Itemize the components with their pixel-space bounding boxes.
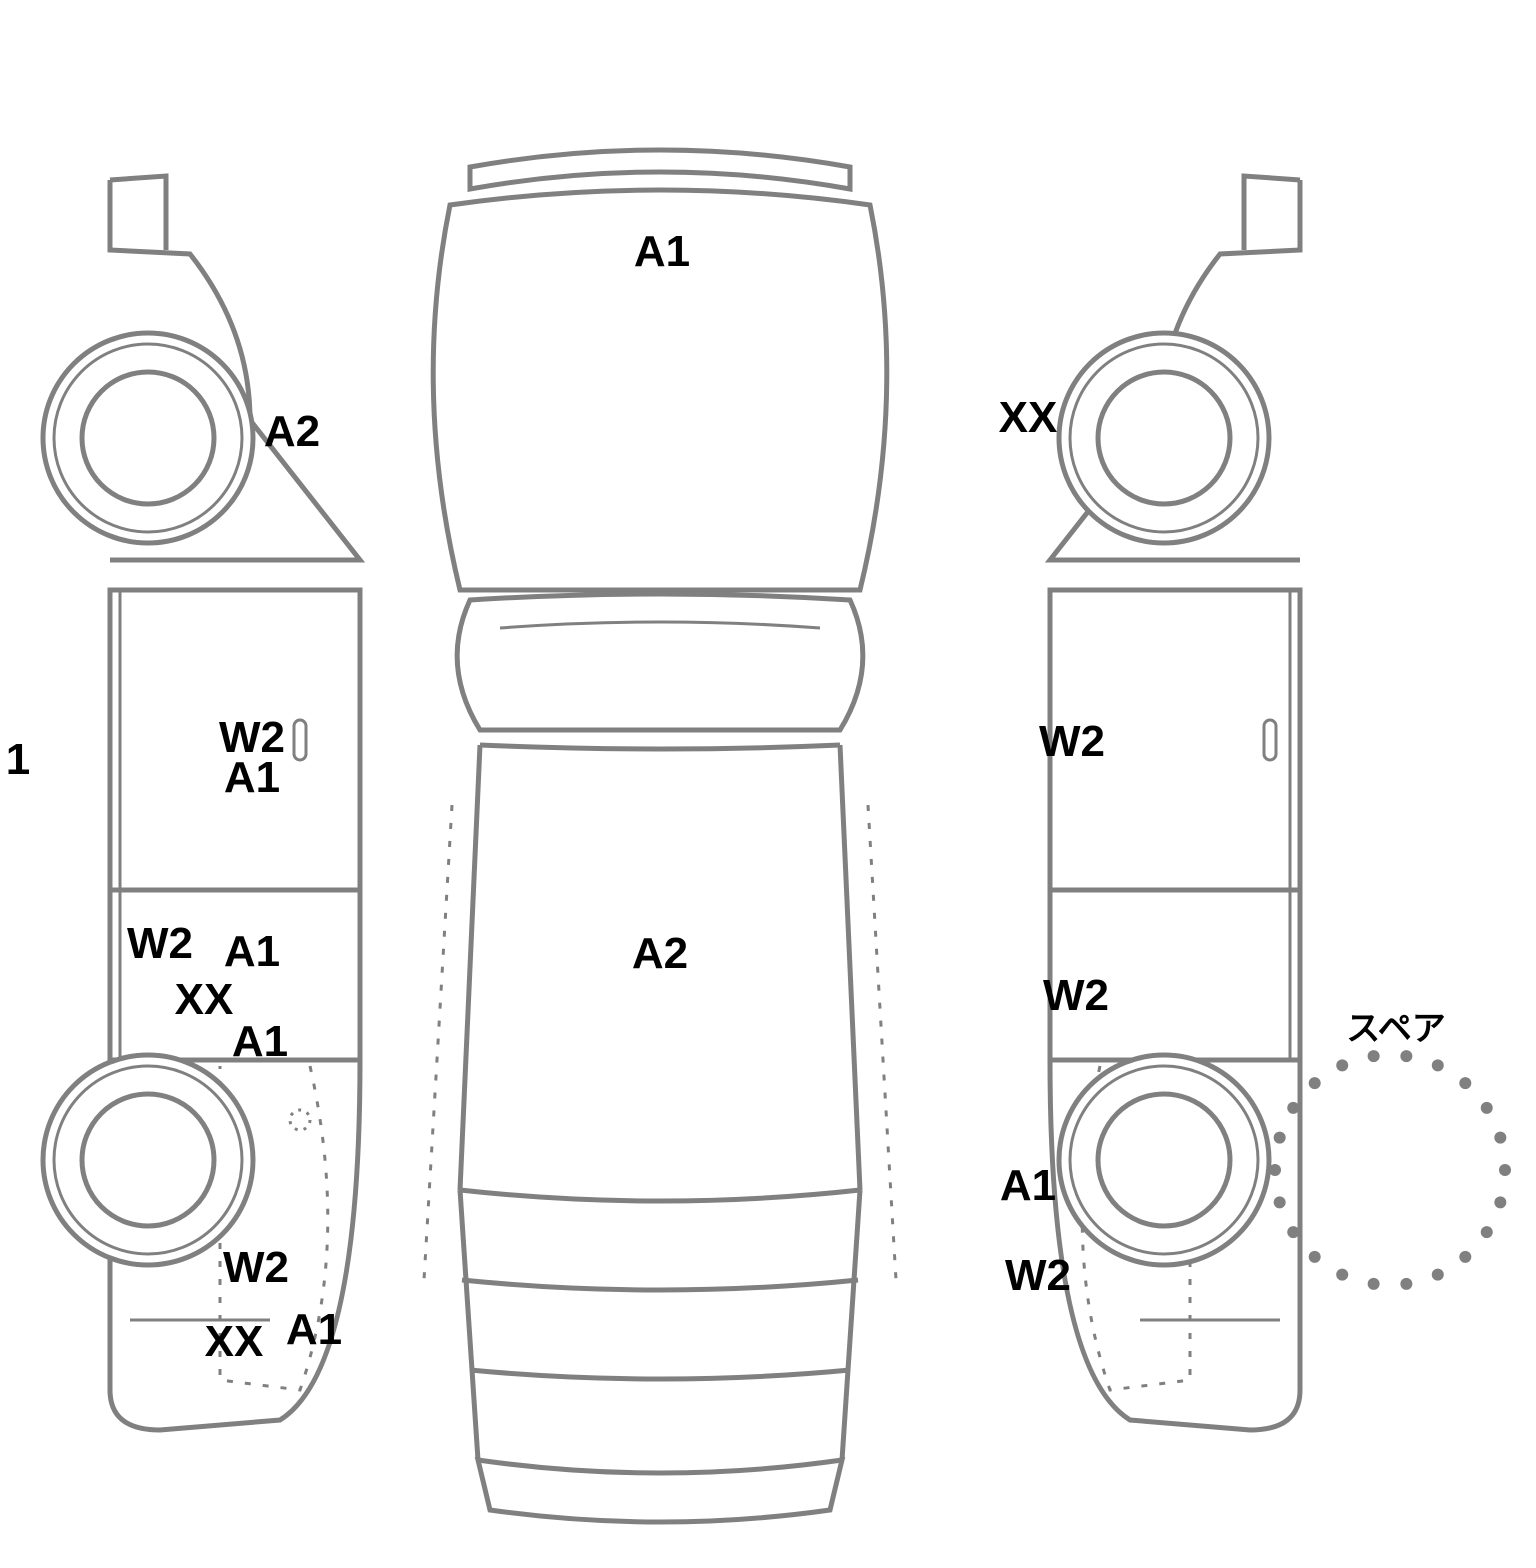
damage-marker-12: W2: [1043, 974, 1109, 1018]
damage-marker-7: A2: [632, 932, 688, 976]
damage-marker-14: W2: [223, 1246, 289, 1290]
vehicle-diagram: A1A2XXW2A11W2A2W2A1XXA1W2A1W2W2A1XXスペア: [0, 0, 1536, 1568]
damage-marker-11: A1: [232, 1020, 288, 1064]
damage-marker-15: W2: [1005, 1254, 1071, 1298]
damage-marker-10: XX: [175, 978, 234, 1022]
damage-marker-4: A1: [224, 756, 280, 800]
damage-marker-5: 1: [6, 738, 30, 782]
damage-marker-0: A1: [634, 230, 690, 274]
damage-marker-9: A1: [224, 930, 280, 974]
spare-label: スペア: [1346, 1012, 1446, 1046]
damage-marker-2: XX: [999, 396, 1058, 440]
damage-marker-13: A1: [1000, 1164, 1056, 1208]
damage-marker-8: W2: [127, 922, 193, 966]
damage-marker-16: A1: [286, 1308, 342, 1352]
damage-marker-1: A2: [264, 410, 320, 454]
damage-marker-6: W2: [1039, 720, 1105, 764]
damage-marker-17: XX: [205, 1320, 264, 1364]
